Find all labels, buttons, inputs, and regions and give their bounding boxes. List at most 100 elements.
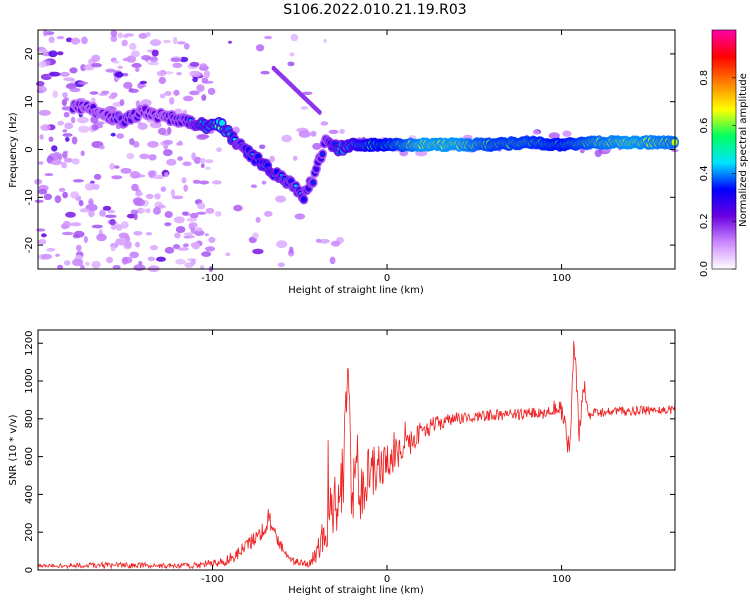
spectrogram-noise-cell <box>292 155 298 161</box>
spectrogram-noise-cell <box>55 253 60 257</box>
spectrogram-noise-cell <box>83 236 88 244</box>
spectrogram-noise-cell <box>532 130 540 135</box>
spectrogram-noise-cell <box>85 261 90 266</box>
spectrogram-noise-cell <box>183 232 194 236</box>
spectrogram-noise-cell <box>158 76 166 84</box>
spectrogram-noise-cell <box>107 209 116 214</box>
spectrogram-noise-cell <box>121 39 128 47</box>
spectrogram-noise-cell <box>148 154 157 161</box>
spectrogram-noise-cell <box>177 156 184 161</box>
spectrogram-y-tick-label: 0 <box>24 146 35 152</box>
spectrogram-streak-cell <box>317 109 322 115</box>
spectrogram-noise-cell <box>123 81 133 89</box>
spectrogram-noise-cell <box>176 72 182 76</box>
spectrogram-noise-cell <box>138 84 147 88</box>
spectrogram-noise-cell <box>208 236 216 243</box>
spectrogram-noise-cell <box>120 221 129 229</box>
spectrogram-noise-cell <box>117 65 123 70</box>
spectrogram-noise-cell <box>110 132 116 137</box>
spectrogram-noise-cell <box>153 174 165 180</box>
snr-x-tick-label: 100 <box>552 574 571 585</box>
spectrogram-noise-cell <box>112 265 121 270</box>
spectrogram-ridge-cell <box>313 165 320 172</box>
spectrogram-noise-cell <box>115 238 128 246</box>
spectrogram-noise-cell <box>126 213 136 219</box>
spectrogram-noise-cell <box>216 147 222 153</box>
spectrogram-noise-cell <box>48 136 54 142</box>
spectrogram-noise-cell <box>269 155 275 163</box>
spectrogram-noise-cell <box>194 227 203 232</box>
spectrogram-noise-cell <box>79 208 90 213</box>
snr-y-tick-label: 200 <box>24 523 35 542</box>
spectrogram-noise-cell <box>117 32 124 39</box>
colorbar-tick-label: 0.6 <box>699 118 710 134</box>
spectrogram-noise-cell <box>179 56 189 63</box>
colorbar: 0.0 0.2 0.4 0.6 0.8 Normalized spectral ampl… <box>699 29 749 277</box>
spectrogram-noise-cell <box>72 258 84 267</box>
spectrogram-noise-cell <box>252 232 259 239</box>
spectrogram-noise-cell <box>133 264 146 271</box>
spectrogram-noise-cell <box>199 63 207 68</box>
spectrogram-noise-cell <box>177 41 186 45</box>
spectrogram-noise-cell <box>70 222 82 227</box>
spectrogram-noise-cell <box>63 260 71 266</box>
spectrogram-noise-cell <box>169 97 175 105</box>
spectrogram-noise-cell <box>164 172 169 178</box>
spectrogram-noise-cell <box>119 99 125 106</box>
spectrogram-noise-cell <box>56 36 65 40</box>
spectrogram-noise-cell <box>339 128 345 134</box>
spectrogram-noise-cell <box>111 175 123 180</box>
spectrogram-noise-cell <box>78 81 88 85</box>
spectrogram-noise-cell <box>548 132 560 140</box>
spectrogram-noise-cell <box>315 238 322 243</box>
spectrogram-x-tick-label: -100 <box>201 273 224 284</box>
spectrogram-noise-cell <box>277 262 285 268</box>
spectrogram-noise-cell <box>174 232 181 239</box>
spectrogram-noise-cell <box>183 95 194 102</box>
spectrogram-noise-cell <box>70 37 81 45</box>
spectrogram-noise-cell <box>164 246 175 254</box>
spectrogram-noise-cell <box>189 212 199 219</box>
spectrogram-noise-cell <box>120 167 132 174</box>
spectrogram-noise-cell <box>201 251 212 257</box>
spectrogram-noise-cell <box>104 214 117 218</box>
spectrogram-noise-cell <box>164 211 173 218</box>
spectrogram-noise-cell <box>118 232 129 239</box>
spectrogram-noise-cell <box>41 233 47 238</box>
spectrogram-noise-cell <box>156 256 166 262</box>
spectrogram-noise-cell <box>37 85 47 93</box>
spectrogram-noise-cell <box>264 35 273 40</box>
spectrogram-noise-cell <box>147 61 160 66</box>
spectrogram-noise-cell <box>121 256 128 265</box>
colorbar-ticks: 0.0 0.2 0.4 0.6 0.8 <box>699 70 736 277</box>
spectrogram-noise-cell <box>71 136 78 145</box>
spectrogram-x-tick-label: 0 <box>384 273 390 284</box>
snr-background <box>38 330 675 570</box>
spectrogram-noise-cell <box>63 97 69 102</box>
spectrogram-noise-cell <box>182 161 192 167</box>
spectrogram-noise-cell <box>199 180 210 185</box>
spectrogram-noise-cell <box>225 252 231 257</box>
spectrogram-noise-cell <box>145 32 151 37</box>
spectrogram-noise-cell <box>281 134 292 143</box>
spectrogram-ridge-cell <box>219 119 226 127</box>
snr-y-label: SNR (10 * v/v) <box>8 414 19 485</box>
spectrogram-noise-cell <box>264 210 273 217</box>
spectrogram-noise-cell <box>58 153 63 161</box>
spectrogram-noise-cell <box>73 230 85 238</box>
colorbar-tick-label: 0.2 <box>699 213 710 229</box>
spectrogram-noise-cell <box>260 70 270 75</box>
spectrogram-noise-cell <box>275 195 287 203</box>
snr-y-tick-label: 800 <box>24 409 35 428</box>
spectrogram-noise-cell <box>91 260 101 269</box>
spectrogram-noise-cell <box>182 243 189 248</box>
spectrogram-noise-cell <box>72 179 84 183</box>
spectrogram-noise-cell <box>276 240 288 249</box>
spectrogram-noise-cell <box>78 200 84 207</box>
spectrogram-noise-cell <box>300 106 309 110</box>
spectrogram-noise-cell <box>328 129 339 134</box>
spectrogram-noise-cell <box>62 220 71 229</box>
spectrogram-noise-cell <box>126 152 135 160</box>
